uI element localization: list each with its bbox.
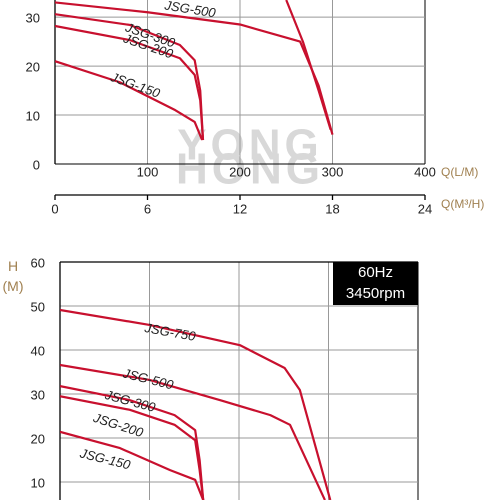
x2-tick-label: 24 [418,201,432,216]
x2-tick-label: 6 [144,201,151,216]
x-tick-label: 300 [322,164,344,179]
curve-label: JSG-500 [121,365,176,392]
x2-tick-label: 18 [325,201,339,216]
x-tick-label: 100 [137,164,159,179]
y-axis-label: H (M) [2,258,24,294]
curve [55,1,334,135]
curve [285,0,332,131]
y-tick-label: 20 [26,60,40,75]
y-tick-label: 50 [31,299,45,314]
curve-label: JSG-200 [91,410,146,441]
y-tick-label: 30 [26,11,40,26]
x2-tick-label: 0 [51,201,58,216]
curve [55,24,205,141]
curve [60,363,326,500]
y-tick-label: 40 [31,343,45,358]
curve [60,308,332,500]
y-tick-label: 30 [31,387,45,402]
curve [55,60,204,141]
watermark: HONG [176,145,324,194]
x-tick-label: 400 [414,164,436,179]
curves [60,308,332,500]
curve [60,430,205,500]
info-box-text: 3450rpm [346,285,405,302]
y-tick-label: 20 [31,431,45,446]
info-box [333,262,418,305]
y-tick-label: 60 [31,255,45,270]
watermark: YONG [177,121,323,170]
x2-axis-label: Q(M³/H) [441,197,484,211]
curve-label: JSG-750 [143,320,198,344]
curves [55,0,334,141]
curve-label: JSG-150 [108,69,163,101]
curve [60,395,205,500]
x-tick-label: 200 [229,164,251,179]
x-axis-label: Q(L/M) [441,165,478,179]
y-tick-label: 10 [31,475,45,490]
y-tick-label: 0 [33,157,40,172]
x2-tick-label: 12 [233,201,247,216]
y-tick-label: 10 [26,108,40,123]
info-box-text: 60Hz [358,264,393,281]
